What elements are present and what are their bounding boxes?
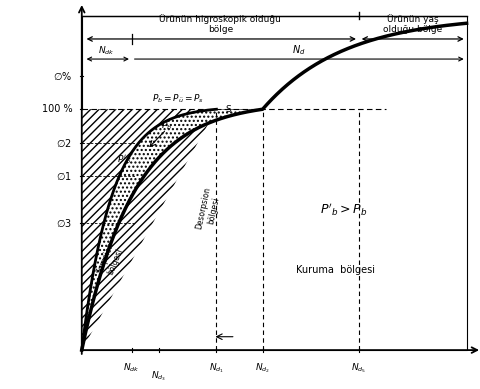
Text: $N_{d_5}$: $N_{d_5}$ (350, 362, 366, 375)
Text: S: S (225, 105, 230, 114)
Text: $N_{d_2}$: $N_{d_2}$ (254, 362, 270, 375)
Text: $\varnothing3$: $\varnothing3$ (56, 217, 72, 229)
Text: $N_{dk}$: $N_{dk}$ (98, 45, 115, 57)
Text: $N_d$: $N_d$ (292, 43, 305, 57)
Text: Desorpsion
bölgesi: Desorpsion bölgesi (194, 187, 222, 233)
Text: $P'_b>P_b$: $P'_b>P_b$ (319, 201, 366, 218)
Polygon shape (82, 109, 262, 350)
Text: Ürünün yaş
olduğu bölge: Ürünün yaş olduğu bölge (382, 14, 442, 34)
Text: $\varnothing2$: $\varnothing2$ (56, 137, 72, 149)
Text: $N_{d_1}$: $N_{d_1}$ (208, 362, 224, 375)
Text: Kuruma  bölgesi: Kuruma bölgesi (296, 265, 374, 275)
Text: Sorpsion
bölgesi: Sorpsion bölgesi (95, 241, 126, 279)
Text: $P_b=P_{\ddot{u}}=P_s$: $P_b=P_{\ddot{u}}=P_s$ (152, 92, 204, 105)
Text: $\varnothing1$: $\varnothing1$ (56, 170, 72, 182)
Text: 100 %: 100 % (41, 104, 72, 114)
Text: $N_{d_3}$: $N_{d_3}$ (151, 370, 166, 383)
Polygon shape (82, 109, 262, 350)
Text: Ürünün higroskopik olduğu
bölge: Ürünün higroskopik olduğu bölge (159, 14, 281, 34)
Text: $\varnothing$%: $\varnothing$% (53, 70, 72, 82)
Polygon shape (82, 109, 216, 350)
Text: $P'_b$: $P'_b$ (117, 153, 131, 166)
Text: $P_b$: $P_b$ (160, 120, 172, 132)
Text: $N_{dk}$: $N_{dk}$ (123, 362, 140, 374)
